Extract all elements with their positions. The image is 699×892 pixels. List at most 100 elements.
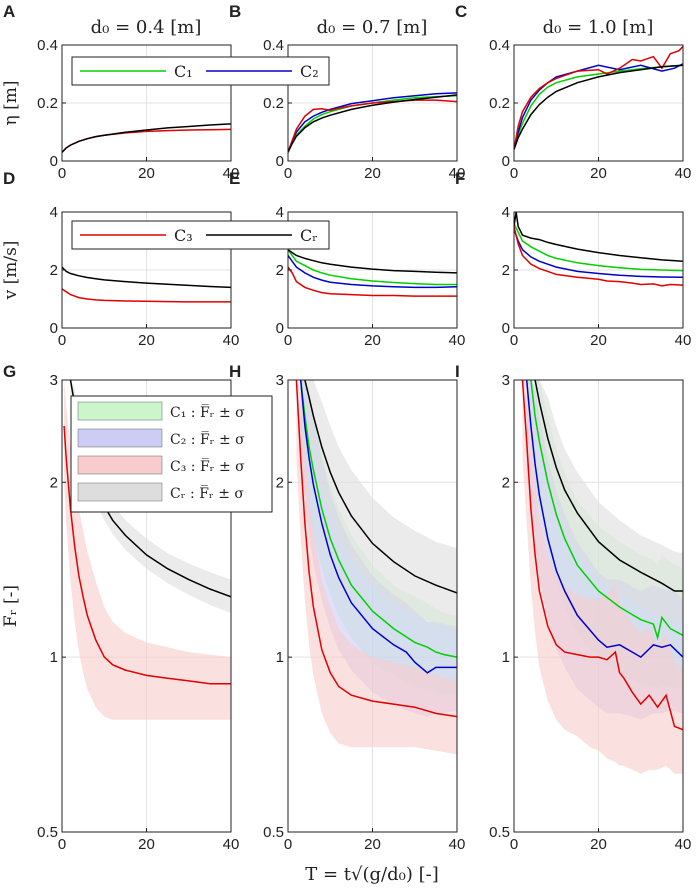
y-tick-label: 0 [50,320,58,337]
y-tick-label: 0 [50,153,58,170]
column-title-d0-0.4: d₀ = 0.4 [m] [91,17,202,38]
y-tick-label: 2 [276,474,284,491]
x-tick-label: 40 [675,165,692,182]
y-tick-label: 0 [502,153,510,170]
panel-H: 0 20 40 0.5 1 2 3 H [229,362,465,853]
series-line-CR [514,64,683,150]
y-tick-label: 2 [50,474,58,491]
y-tick-label: 0.4 [263,37,284,54]
y-tick-label: 2 [50,262,58,279]
series-line-C2 [288,92,457,153]
series-line-C1 [514,64,683,150]
plot-area [295,380,457,755]
column-title-d0-1.0: d₀ = 1.0 [m] [543,17,654,38]
legend-band-label: C₃ : F̅ᵣ ± σ [170,456,245,475]
y-tick-label: 4 [502,204,510,221]
column-title-d0-0.7: d₀ = 0.7 [m] [317,17,428,38]
y-tick-label: 1 [276,649,284,666]
y-tick-label: 1 [502,649,510,666]
x-tick-label: 40 [223,332,240,349]
x-tick-label: 20 [590,836,607,853]
x-tick-label: 0 [510,332,518,349]
x-tick-label: 20 [138,836,155,853]
legends-layer: C₁ C₂ C₃ Cᵣ C₁ : F̅ᵣ ± σ C₂ : F̅ᵣ ± σ C₃ : F̅ᵣ… [70,56,330,513]
plot-area [288,249,457,297]
series-line-C3 [62,288,231,303]
panel-E: 0 20 40 0 2 4 E [229,169,465,349]
panel-C: 0 20 40 0 0.2 0.4 C [455,2,691,182]
plot-area [288,92,457,153]
x-tick-label: 0 [510,836,518,853]
x-tick-label: 0 [58,165,66,182]
series-line-C1 [299,380,457,658]
series-line-C3 [514,226,683,287]
y-tick-label: 0.5 [489,824,510,841]
series-line-CR [62,123,231,153]
y-tick-label: 0.5 [37,824,58,841]
panel-letter: C [455,2,467,21]
series-line-C2 [514,229,683,279]
panel-D: 0 20 40 0 2 4 v [m/s] D [1,169,239,349]
legend-label: C₃ [174,226,193,245]
legend-eta: C₁ C₂ [71,56,330,86]
x-tick-label: 0 [58,332,66,349]
series-line-C1 [530,380,683,641]
series-line-C1 [288,95,457,153]
series-line-CR [288,249,457,274]
y-tick-label: 3 [276,372,284,389]
x-tick-label: 40 [675,332,692,349]
legend-label: Cᵣ [300,226,318,245]
plot-area [514,45,683,150]
legend-band-swatch [77,482,163,502]
series-line-CR [534,380,683,592]
series-line-CR [304,380,457,594]
x-tick-label: 40 [449,836,466,853]
series-line-C3 [521,380,683,731]
x-tick-label: 20 [590,165,607,182]
legend-band-label: C₁ : F̅ᵣ ± σ [170,402,245,421]
y-tick-label: 0.4 [37,37,58,54]
y-tick-label: 0 [276,320,284,337]
x-tick-label: 40 [223,165,240,182]
legend-label: C₂ [300,62,319,81]
panel-letter: H [229,362,241,381]
series-line-C3 [288,266,457,297]
band-C3 [296,380,457,755]
series-line-C2 [288,255,457,289]
y-tick-label: 0.5 [263,824,284,841]
series-line-CR [62,266,231,289]
x-tick-label: 20 [138,165,155,182]
y-axis-label: η [m] [1,81,21,126]
x-tick-label: 40 [449,165,466,182]
y-tick-label: 3 [502,372,510,389]
series-line-C1 [288,249,457,286]
x-tick-label: 0 [284,332,292,349]
legend-band-label: C₂ : F̅ᵣ ± σ [170,429,245,448]
legend-froude: C₁ : F̅ᵣ ± σ C₂ : F̅ᵣ ± σ C₃ : F̅ᵣ ± σ Cᵣ :… [70,395,273,513]
x-tick-label: 0 [284,165,292,182]
legend-band-swatch [77,455,163,475]
band-CR [535,380,683,622]
x-tick-label: 20 [138,332,155,349]
band-C3 [522,380,683,774]
x-tick-label: 0 [284,836,292,853]
series-line-C2 [525,380,683,659]
y-tick-label: 0.2 [263,95,284,112]
series-line-C3 [295,380,457,718]
y-tick-label: 4 [50,204,58,221]
series-line-C2 [299,380,457,674]
x-tick-label: 40 [449,332,466,349]
plot-area [514,212,683,287]
series-line-C1 [514,223,683,272]
x-tick-label: 20 [590,332,607,349]
panel-letter: A [3,2,15,21]
x-tick-label: 20 [364,836,381,853]
y-tick-label: 2 [502,262,510,279]
x-tick-label: 0 [58,836,66,853]
y-tick-label: 0.2 [489,95,510,112]
panel-letter: G [3,362,16,381]
y-tick-label: 0.2 [37,95,58,112]
panel-I: 0 20 40 0.5 1 2 3 I [455,362,691,853]
